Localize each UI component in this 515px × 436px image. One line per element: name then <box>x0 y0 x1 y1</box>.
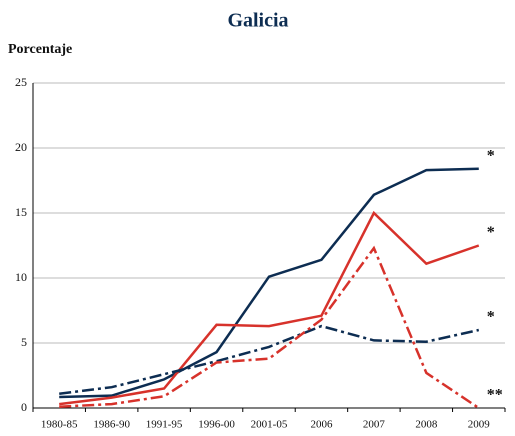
x-tick-label: 2008 <box>415 419 438 431</box>
y-tick-label: 10 <box>15 270 27 284</box>
y-tick-label: 5 <box>21 335 27 349</box>
series-line <box>59 167 479 399</box>
series-note: * <box>487 224 495 241</box>
series-line <box>59 245 480 410</box>
x-tick-label: 1996-00 <box>198 419 235 431</box>
x-tick-label: 1991-95 <box>146 419 183 431</box>
series-note: ** <box>487 387 503 404</box>
x-tick-label: 2001-05 <box>251 419 288 431</box>
y-tick-label: 0 <box>21 400 27 414</box>
y-tick-label: 25 <box>15 75 27 89</box>
x-tick-label: 1986-90 <box>93 419 130 431</box>
series-line <box>59 210 480 406</box>
x-tick-label: 2009 <box>468 419 491 431</box>
chart-title: Galicia <box>227 10 288 32</box>
y-tick-label: 20 <box>15 140 27 154</box>
x-tick-label: 1980-85 <box>41 419 78 431</box>
y-tick-label: 15 <box>15 205 27 219</box>
x-tick-label: 2006 <box>310 419 333 431</box>
series-note: * <box>487 147 495 164</box>
y-axis-label: Porcentaje <box>8 42 72 57</box>
series-note: * <box>487 309 495 326</box>
x-tick-label: 2007 <box>363 419 386 431</box>
series-line <box>59 324 480 395</box>
